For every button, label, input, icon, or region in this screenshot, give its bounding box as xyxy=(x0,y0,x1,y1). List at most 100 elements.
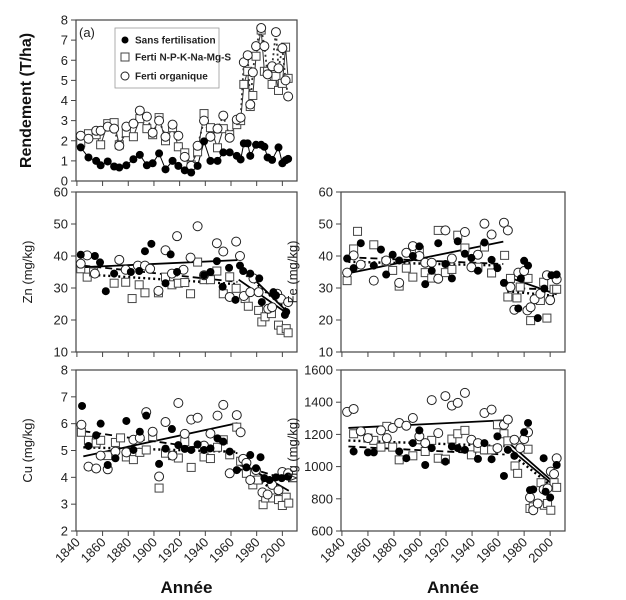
data-point-open-square xyxy=(134,280,144,290)
data-point-open-circle xyxy=(231,236,242,247)
data-point-open-circle xyxy=(381,433,392,444)
data-point-filled-circle xyxy=(524,418,533,427)
data-point-open-square xyxy=(388,265,398,275)
data-point-open-circle xyxy=(342,267,353,278)
data-point-open-circle xyxy=(492,443,503,454)
data-point-filled-circle xyxy=(265,476,274,485)
data-point-open-circle xyxy=(262,69,273,80)
data-point-open-circle xyxy=(528,505,539,516)
data-point-open-circle xyxy=(218,110,229,121)
data-point-open-circle xyxy=(362,433,373,444)
data-point-filled-circle xyxy=(76,250,85,259)
data-point-filled-circle xyxy=(421,460,430,469)
data-point-open-circle xyxy=(235,112,246,123)
x-tick-label: 1940 xyxy=(180,535,211,566)
data-point-filled-circle xyxy=(388,250,397,259)
data-point-filled-circle xyxy=(166,250,175,259)
data-point-open-square xyxy=(116,433,126,443)
data-point-open-circle xyxy=(270,27,281,38)
data-point-open-circle xyxy=(95,450,106,461)
x-tick-label: 1840 xyxy=(317,535,348,566)
data-point-open-circle xyxy=(440,391,451,402)
data-point-open-circle xyxy=(502,225,513,236)
data-point-open-circle xyxy=(267,302,278,313)
data-point-open-square xyxy=(141,445,151,455)
data-point-filled-circle xyxy=(219,437,228,446)
data-point-filled-circle xyxy=(243,139,252,148)
data-point-open-circle xyxy=(147,127,158,138)
data-point-filled-circle xyxy=(427,444,436,453)
trend-line-dashed xyxy=(239,464,290,481)
data-point-open-circle xyxy=(259,41,270,52)
data-point-open-circle xyxy=(355,259,366,270)
x-tick-label: 1860 xyxy=(78,535,109,566)
x-tick-label: 1960 xyxy=(473,535,504,566)
data-point-filled-circle xyxy=(453,444,462,453)
data-point-filled-circle xyxy=(187,445,196,454)
data-point-filled-circle xyxy=(415,242,424,251)
data-point-open-circle xyxy=(545,295,556,306)
data-point-filled-circle xyxy=(92,431,101,440)
data-point-open-square xyxy=(284,498,294,508)
data-point-open-square xyxy=(512,293,522,303)
data-point-filled-circle xyxy=(174,441,183,450)
data-point-open-circle xyxy=(502,414,513,425)
data-point-filled-circle xyxy=(268,155,277,164)
data-point-open-circle xyxy=(199,115,210,126)
x-tick-label: 1980 xyxy=(499,535,530,566)
data-point-filled-circle xyxy=(271,291,280,300)
trend-line-dashed xyxy=(507,287,557,291)
data-point-open-circle xyxy=(231,410,242,421)
y-tick-label: 7 xyxy=(61,389,68,404)
data-point-open-square xyxy=(186,462,196,472)
panel-2: 10 20 30 40 50 60 Fe (mg/kg) xyxy=(285,185,566,360)
data-point-filled-circle xyxy=(246,451,255,460)
y-tick-label: 6 xyxy=(61,53,68,68)
data-point-open-square xyxy=(180,278,190,288)
data-point-filled-circle xyxy=(256,453,265,462)
y-tick-label: 1000 xyxy=(304,459,333,474)
data-point-filled-circle xyxy=(493,432,502,441)
data-point-filled-circle xyxy=(363,448,372,457)
data-point-open-circle xyxy=(153,285,164,296)
y-axis-label: Fe (mg/kg) xyxy=(285,241,300,304)
data-point-filled-circle xyxy=(487,455,496,464)
data-point-open-square xyxy=(503,292,513,302)
data-point-open-circle xyxy=(192,412,203,423)
data-point-open-circle xyxy=(525,302,536,313)
data-point-filled-circle xyxy=(524,261,533,270)
data-point-open-circle xyxy=(426,395,437,406)
data-point-filled-circle xyxy=(167,425,176,434)
data-point-open-circle xyxy=(147,426,158,437)
data-point-open-circle xyxy=(212,123,223,134)
data-point-filled-circle xyxy=(155,459,164,468)
data-point-open-circle xyxy=(498,217,509,228)
data-point-open-circle xyxy=(154,471,165,482)
data-point-open-circle xyxy=(242,50,253,61)
data-point-open-circle xyxy=(466,262,477,273)
data-point-open-circle xyxy=(245,287,256,298)
data-point-open-circle xyxy=(247,67,258,78)
data-point-filled-circle xyxy=(206,268,215,276)
data-point-filled-circle xyxy=(356,239,365,248)
data-point-open-square xyxy=(388,442,398,452)
data-point-open-square xyxy=(408,272,418,282)
panel-0: 0 1 2 3 4 5 6 7 8 Rendement (T/ha) (a) Sans fertili… xyxy=(18,13,298,189)
trend-line-solid xyxy=(348,419,505,429)
data-point-filled-circle xyxy=(514,304,523,313)
x-tick-label: 1880 xyxy=(103,535,134,566)
data-point-open-circle xyxy=(109,123,120,134)
data-point-filled-circle xyxy=(231,295,240,304)
data-point-open-square xyxy=(128,455,138,465)
data-point-open-circle xyxy=(141,111,152,122)
data-point-filled-circle xyxy=(552,460,561,469)
data-point-open-square xyxy=(342,276,352,286)
data-point-open-circle xyxy=(273,63,284,74)
data-point-filled-circle xyxy=(395,447,404,456)
data-point-open-circle xyxy=(154,115,165,126)
y-axis-label: Zn (mg/kg) xyxy=(20,241,35,304)
data-point-filled-circle xyxy=(213,156,222,165)
data-point-open-circle xyxy=(375,425,386,436)
data-point-filled-circle xyxy=(369,261,378,270)
data-point-open-circle xyxy=(401,420,412,431)
